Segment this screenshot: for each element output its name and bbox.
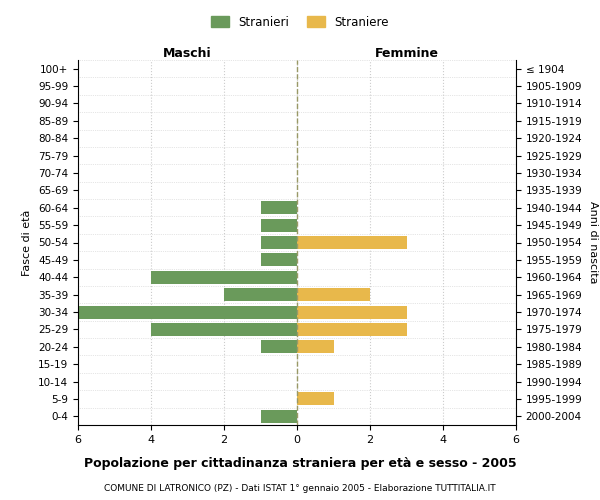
Bar — [151, 270, 297, 284]
Bar — [224, 288, 297, 301]
Bar — [297, 340, 334, 353]
Bar — [297, 236, 407, 249]
Bar — [260, 201, 297, 214]
Bar — [297, 323, 407, 336]
Text: COMUNE DI LATRONICO (PZ) - Dati ISTAT 1° gennaio 2005 - Elaborazione TUTTITALIA.: COMUNE DI LATRONICO (PZ) - Dati ISTAT 1°… — [104, 484, 496, 493]
Text: Popolazione per cittadinanza straniera per età e sesso - 2005: Popolazione per cittadinanza straniera p… — [83, 458, 517, 470]
Bar — [260, 410, 297, 423]
Legend: Stranieri, Straniere: Stranieri, Straniere — [206, 11, 394, 34]
Bar — [260, 236, 297, 249]
Text: Femmine: Femmine — [374, 47, 439, 60]
Y-axis label: Anni di nascita: Anni di nascita — [588, 201, 598, 284]
Bar — [151, 323, 297, 336]
Bar — [297, 288, 370, 301]
Bar — [260, 340, 297, 353]
Text: Maschi: Maschi — [163, 47, 212, 60]
Bar — [260, 254, 297, 266]
Y-axis label: Fasce di età: Fasce di età — [22, 210, 32, 276]
Bar — [78, 306, 297, 318]
Bar — [297, 392, 334, 406]
Bar — [297, 306, 407, 318]
Bar — [260, 218, 297, 232]
